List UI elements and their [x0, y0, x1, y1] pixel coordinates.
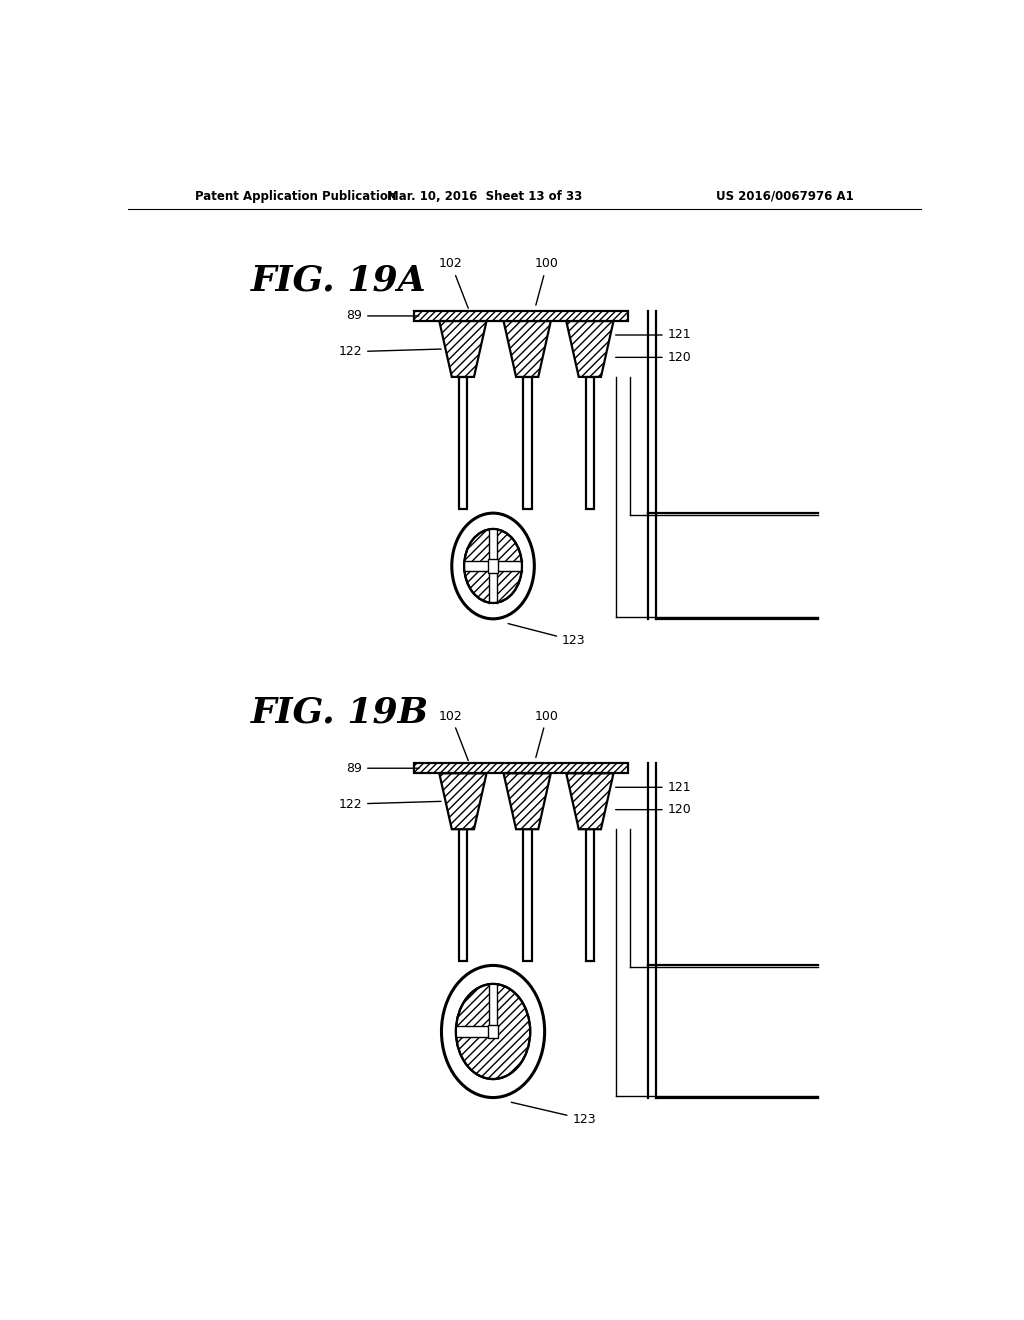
Bar — [489, 983, 497, 1036]
Text: Mar. 10, 2016  Sheet 13 of 33: Mar. 10, 2016 Sheet 13 of 33 — [387, 190, 583, 202]
Text: 100: 100 — [536, 710, 559, 758]
Polygon shape — [504, 774, 551, 829]
Text: 121: 121 — [615, 329, 691, 342]
Bar — [459, 378, 467, 510]
Text: Patent Application Publication: Patent Application Publication — [196, 190, 396, 202]
Bar — [414, 763, 628, 774]
Polygon shape — [439, 774, 486, 829]
Text: 100: 100 — [536, 257, 559, 305]
Bar — [586, 829, 594, 961]
Circle shape — [456, 983, 530, 1078]
Text: 121: 121 — [615, 781, 691, 793]
Bar — [487, 560, 499, 573]
Circle shape — [441, 965, 545, 1097]
Text: 123: 123 — [511, 1102, 596, 1126]
Text: 123: 123 — [508, 623, 586, 647]
Bar — [586, 378, 594, 510]
Circle shape — [464, 529, 522, 603]
Text: 89: 89 — [346, 762, 419, 775]
Bar — [464, 561, 522, 572]
Bar — [523, 829, 531, 961]
Text: 89: 89 — [346, 309, 419, 322]
Bar — [523, 378, 531, 510]
Text: 122: 122 — [339, 797, 441, 810]
Bar — [487, 1024, 499, 1038]
Bar — [459, 829, 467, 961]
Text: 122: 122 — [339, 346, 441, 358]
Text: 102: 102 — [439, 257, 468, 309]
Text: US 2016/0067976 A1: US 2016/0067976 A1 — [717, 190, 854, 202]
Polygon shape — [566, 321, 613, 378]
Text: FIG. 19B: FIG. 19B — [251, 696, 429, 730]
Polygon shape — [439, 321, 486, 378]
Polygon shape — [566, 774, 613, 829]
Bar — [414, 312, 628, 321]
Text: 120: 120 — [615, 351, 691, 364]
Text: 102: 102 — [439, 710, 468, 760]
Circle shape — [452, 513, 535, 619]
Polygon shape — [504, 321, 551, 378]
Bar — [414, 312, 628, 321]
Bar — [456, 1027, 497, 1036]
Text: 120: 120 — [615, 803, 691, 816]
Text: FIG. 19A: FIG. 19A — [251, 264, 427, 297]
Bar — [489, 529, 497, 603]
Bar — [414, 763, 628, 774]
